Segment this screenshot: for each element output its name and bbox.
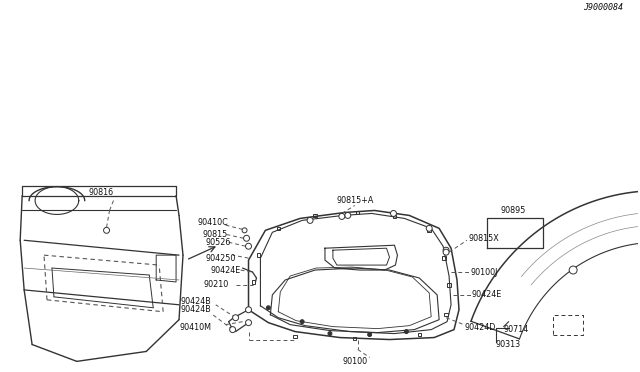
Text: 90424E: 90424E (211, 266, 241, 275)
Circle shape (426, 225, 432, 231)
Circle shape (443, 249, 449, 255)
Text: 90410C: 90410C (197, 218, 228, 227)
Circle shape (244, 235, 250, 241)
Bar (252, 280, 255, 284)
Circle shape (246, 320, 252, 326)
Text: 90210: 90210 (203, 280, 228, 289)
Text: J9000084: J9000084 (583, 3, 623, 12)
Circle shape (404, 330, 408, 334)
Circle shape (246, 243, 252, 249)
Circle shape (339, 214, 345, 219)
Circle shape (232, 315, 239, 321)
Circle shape (242, 228, 247, 233)
Bar (417, 333, 421, 336)
Circle shape (307, 217, 313, 223)
Bar (393, 215, 396, 218)
Text: 90424B: 90424B (180, 305, 211, 314)
Text: 904250: 904250 (205, 254, 236, 263)
Circle shape (328, 331, 332, 336)
Circle shape (104, 227, 109, 233)
Circle shape (367, 333, 372, 337)
Text: 90714: 90714 (504, 325, 529, 334)
Circle shape (300, 320, 304, 324)
Text: 90410M: 90410M (180, 323, 212, 332)
Circle shape (345, 212, 351, 218)
Bar (294, 335, 297, 338)
Text: 90815+A: 90815+A (336, 196, 373, 205)
Text: 90816: 90816 (88, 188, 113, 197)
Text: 90895: 90895 (501, 206, 526, 215)
Text: 90424E: 90424E (472, 291, 502, 299)
Bar (257, 253, 260, 257)
Text: 90313: 90313 (496, 340, 521, 349)
Bar (444, 313, 448, 317)
Circle shape (443, 247, 449, 253)
Text: 90100J: 90100J (471, 267, 499, 276)
Bar (314, 214, 317, 217)
Bar (428, 229, 431, 232)
Bar (353, 337, 356, 340)
Circle shape (390, 211, 396, 217)
Circle shape (246, 307, 252, 313)
Text: 90424D: 90424D (465, 323, 496, 332)
Bar (356, 211, 360, 214)
Text: 90815X: 90815X (469, 234, 500, 243)
Circle shape (569, 266, 577, 274)
Bar (447, 283, 451, 287)
Text: 90100: 90100 (342, 357, 367, 366)
Circle shape (230, 327, 236, 333)
Circle shape (266, 306, 270, 310)
Text: 90424B: 90424B (180, 297, 211, 306)
Text: 90526: 90526 (205, 238, 230, 247)
Text: 90815: 90815 (202, 230, 227, 239)
Bar (276, 227, 280, 230)
Bar (442, 256, 446, 260)
